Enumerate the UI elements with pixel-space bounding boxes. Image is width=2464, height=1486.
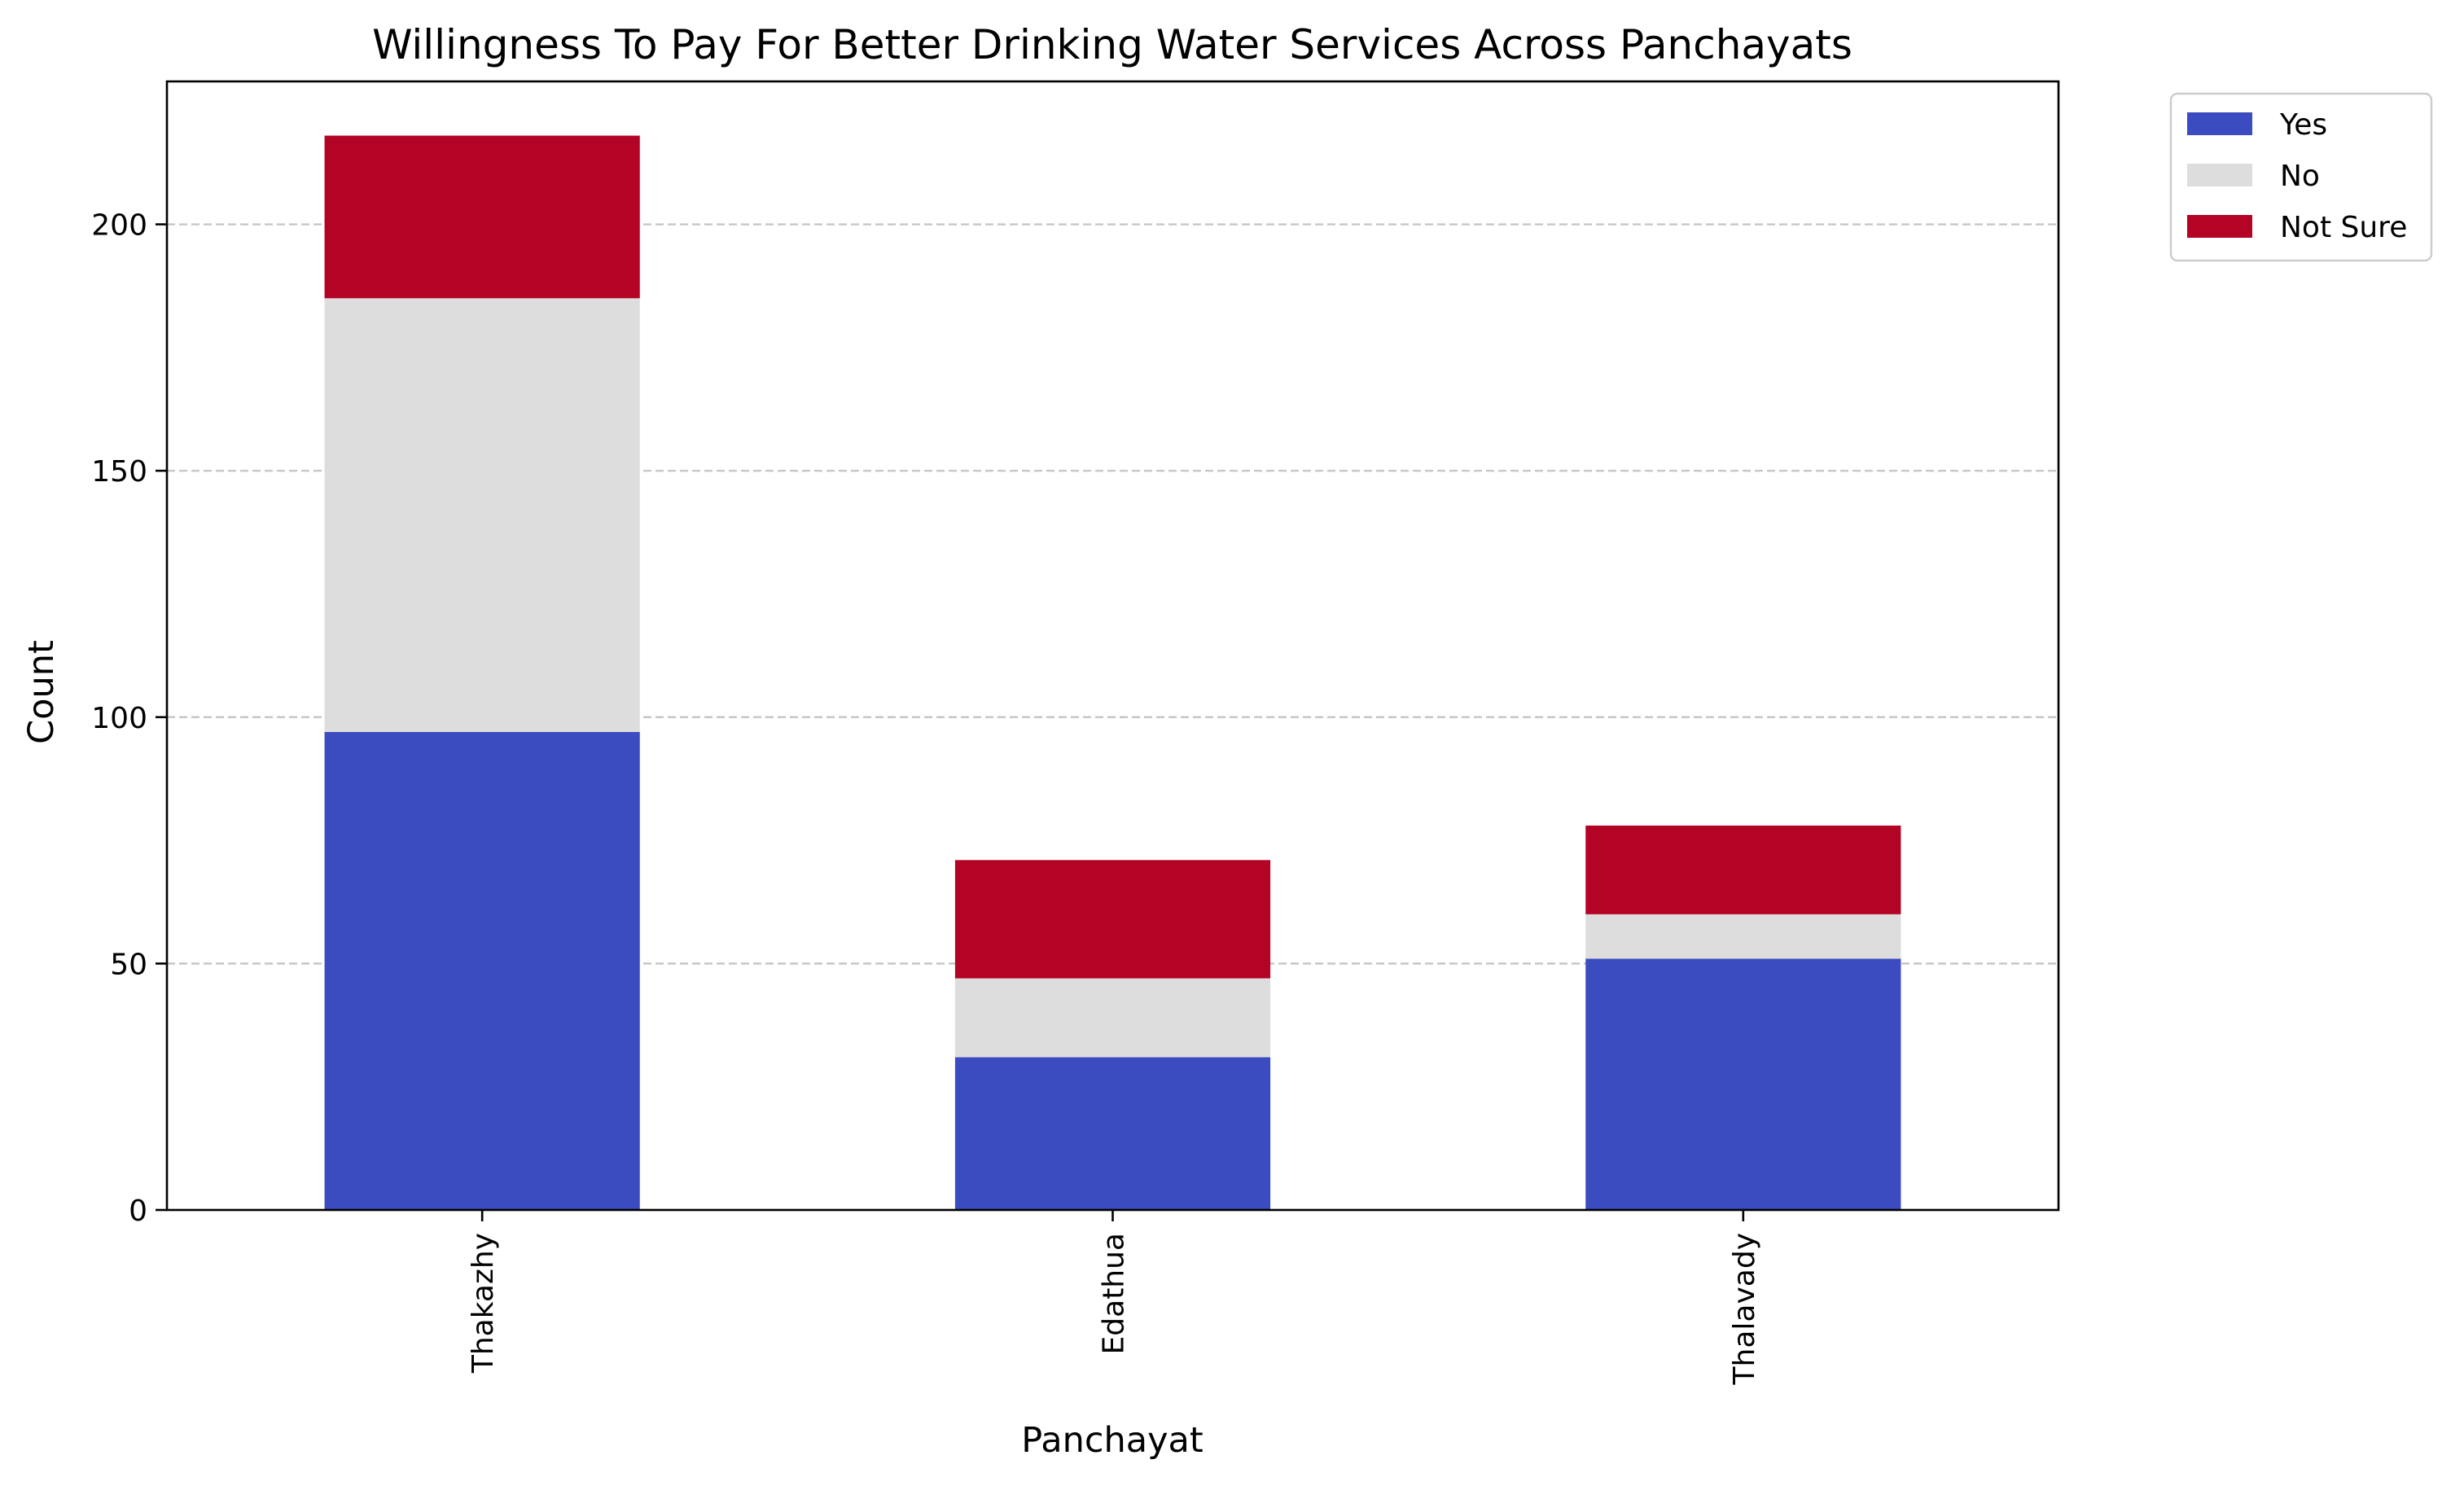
y-tick-label: 0 — [129, 1194, 147, 1228]
chart-title: Willingness To Pay For Better Drinking W… — [372, 21, 1852, 68]
legend: Yes No Not Sure — [2169, 92, 2433, 262]
bar-thalavady-no — [1585, 914, 1901, 959]
y-tick-label: 50 — [110, 948, 147, 981]
bar-thalavady-not-sure — [1585, 825, 1901, 914]
legend-swatch-not-sure — [2187, 215, 2252, 238]
legend-label: Yes — [2279, 108, 2327, 142]
x-axis-label: Panchayat — [1021, 1420, 1204, 1461]
legend-swatch-no — [2187, 164, 2252, 186]
legend-swatch-yes — [2187, 112, 2252, 135]
bar-edathua-no — [954, 978, 1271, 1058]
x-tick-label: Thalavady — [1728, 1233, 1761, 1385]
bars — [324, 135, 1901, 1210]
legend-label: Not Sure — [2280, 211, 2407, 244]
bar-edathua-yes — [954, 1057, 1271, 1210]
x-tick-label: Thakazhy — [467, 1233, 500, 1374]
y-tick-label: 200 — [91, 209, 147, 243]
x-tick-label: Edathua — [1098, 1233, 1131, 1354]
bar-thakazhy-no — [324, 298, 640, 732]
bar-thalavady-yes — [1585, 958, 1901, 1210]
x-axis-ticks: Thakazhy Edathua Thalavady — [467, 1210, 1761, 1385]
bar-thakazhy-yes — [324, 731, 640, 1210]
y-tick-label: 100 — [91, 702, 147, 735]
bar-thakazhy-not-sure — [324, 135, 640, 299]
y-tick-label: 150 — [91, 455, 147, 489]
y-axis-ticks: 0 50 100 150 200 — [91, 209, 167, 1228]
bar-edathua-not-sure — [954, 860, 1271, 979]
y-axis-label: Count — [21, 640, 62, 744]
legend-label: No — [2280, 160, 2320, 193]
